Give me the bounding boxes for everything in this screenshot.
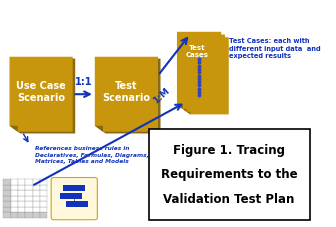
Bar — [10, 190, 18, 196]
Text: 1:M: 1:M — [151, 86, 171, 105]
Text: Test
Scenario: Test Scenario — [102, 81, 151, 103]
Bar — [3, 201, 10, 207]
Bar — [3, 179, 10, 185]
Polygon shape — [177, 32, 221, 109]
Polygon shape — [95, 57, 158, 132]
Bar — [25, 207, 33, 212]
Bar — [18, 201, 25, 207]
Polygon shape — [177, 105, 183, 109]
Bar — [63, 185, 85, 191]
Bar — [25, 185, 33, 190]
Bar — [10, 196, 18, 201]
Bar — [10, 179, 18, 185]
Bar — [40, 212, 47, 218]
Text: Test
Cases: Test Cases — [185, 45, 208, 58]
Bar — [10, 185, 18, 190]
Text: Test Cases: each with
different input data  and
expected results: Test Cases: each with different input da… — [229, 38, 321, 59]
Text: Figure 1. Tracing: Figure 1. Tracing — [173, 144, 285, 157]
Polygon shape — [181, 108, 186, 112]
Bar — [10, 201, 18, 207]
Bar — [40, 207, 47, 212]
Bar — [33, 207, 40, 212]
Bar — [25, 179, 33, 185]
Bar — [18, 190, 25, 196]
Bar — [60, 193, 82, 199]
FancyBboxPatch shape — [51, 178, 97, 220]
Polygon shape — [9, 57, 73, 132]
Bar — [33, 185, 40, 190]
Polygon shape — [12, 59, 75, 133]
Bar — [33, 212, 40, 218]
Bar — [40, 190, 47, 196]
Polygon shape — [184, 37, 229, 114]
Text: Use Case
Scenario: Use Case Scenario — [16, 81, 66, 103]
Bar — [149, 129, 310, 220]
Bar — [10, 212, 18, 218]
Polygon shape — [97, 59, 161, 133]
Text: 1:1: 1:1 — [75, 77, 92, 87]
Bar — [40, 201, 47, 207]
Bar — [18, 179, 25, 185]
Polygon shape — [181, 35, 225, 112]
Text: Validation Test Plan: Validation Test Plan — [163, 193, 295, 206]
Bar — [18, 196, 25, 201]
Bar — [10, 207, 18, 212]
Bar — [3, 212, 10, 218]
Bar — [33, 179, 40, 185]
Bar — [18, 207, 25, 212]
Bar — [3, 185, 10, 190]
Bar — [18, 212, 25, 218]
Bar — [33, 190, 40, 196]
Bar — [33, 196, 40, 201]
Bar — [3, 207, 10, 212]
Bar — [25, 212, 33, 218]
Text: Requirements to the: Requirements to the — [161, 168, 297, 181]
Bar — [25, 190, 33, 196]
Polygon shape — [9, 126, 18, 132]
Polygon shape — [184, 110, 190, 114]
Bar — [3, 190, 10, 196]
Bar — [40, 196, 47, 201]
Bar — [66, 201, 88, 207]
Bar — [25, 196, 33, 201]
Text: References business rules in
Declaratives, Formulas, Diagrams,
Matrices, Tables : References business rules in Declarative… — [35, 146, 149, 164]
Bar — [33, 201, 40, 207]
Bar — [40, 185, 47, 190]
Polygon shape — [95, 126, 103, 132]
Bar — [3, 196, 10, 201]
Bar — [40, 179, 47, 185]
Bar — [25, 201, 33, 207]
Bar — [18, 185, 25, 190]
